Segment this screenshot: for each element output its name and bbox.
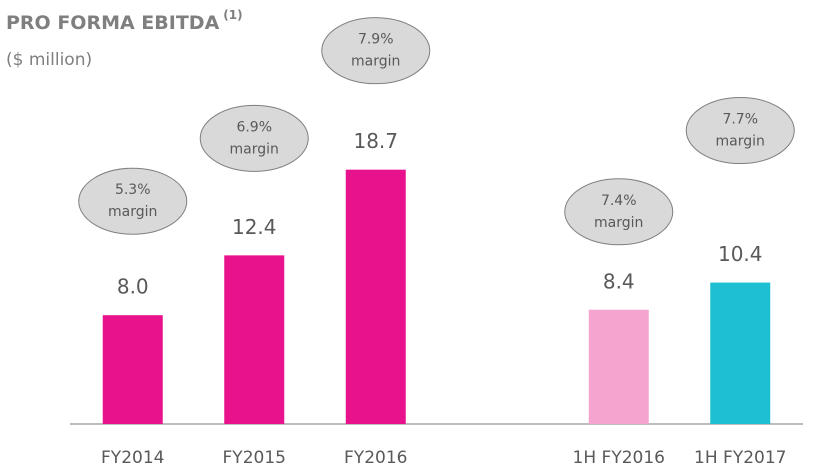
margin-bubble (564, 178, 674, 246)
x-tick-label: FY2014 (101, 448, 164, 468)
value-label: 18.7 (353, 129, 398, 153)
margin-bubble (199, 104, 309, 172)
bar (710, 282, 771, 424)
chart-subtitle: ($ million) (6, 50, 92, 70)
value-label: 10.4 (718, 242, 763, 266)
margin-value: 6.9% (236, 119, 272, 135)
margin-text: margin (108, 204, 157, 220)
bar (102, 315, 163, 424)
margin-text: margin (230, 141, 279, 157)
margin-value: 5.3% (115, 182, 151, 198)
margin-bubble (78, 167, 188, 235)
bar (345, 169, 406, 424)
value-label: 12.4 (232, 215, 277, 239)
value-label: 8.4 (603, 269, 635, 293)
margin-text: margin (351, 54, 400, 70)
title-text: PRO FORMA EBITDA (6, 12, 220, 34)
x-tick-label: FY2015 (223, 448, 286, 468)
margin-value: 7.4% (601, 193, 637, 209)
margin-text: margin (716, 134, 765, 150)
x-tick-label: FY2016 (344, 448, 407, 468)
chart-title: PRO FORMA EBITDA (1) (6, 8, 243, 34)
value-label: 8.0 (117, 275, 149, 299)
bar (224, 255, 285, 424)
margin-value: 7.7% (722, 112, 758, 128)
bar (588, 309, 649, 424)
margin-bubble (685, 97, 795, 165)
x-tick-label: 1H FY2016 (573, 448, 665, 468)
margin-value: 7.9% (358, 32, 394, 48)
margin-bubble (321, 17, 431, 85)
margin-text: margin (594, 215, 643, 231)
x-tick-label: 1H FY2017 (694, 448, 786, 468)
title-note: (1) (223, 8, 242, 22)
